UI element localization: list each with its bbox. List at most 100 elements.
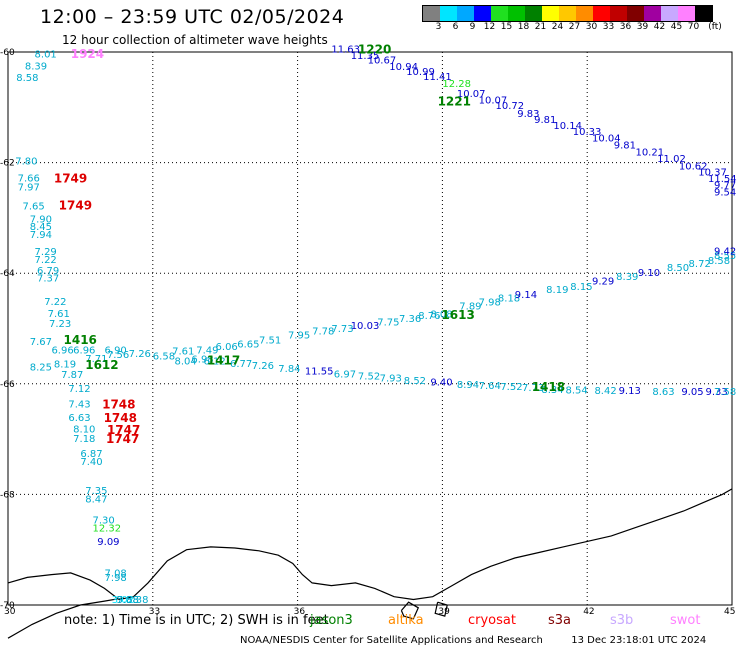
lon-tick-label: 45 [724,607,735,617]
wave-height-value: 7.35 [85,486,107,497]
wave-height-value: 10.72 [495,101,524,112]
lat-tick-label: -68 [0,490,15,500]
wave-height-value: 7.67 [30,337,52,348]
wave-height-value: 7.80 [15,156,37,167]
wave-height-value: 8.58 [16,73,38,84]
colorbar-tick-label: 9 [469,22,476,32]
wave-height-value: 9.54 [714,187,736,198]
wave-height-value: 10.21 [635,148,664,159]
wave-height-value: 7.52 [358,372,380,383]
wave-height-value: 7.75 [377,317,399,328]
colorbar-tick-label: 70 [687,22,700,32]
colorbar-tick-label: 27 [568,22,581,32]
colorbar-tick-label: 3 [435,22,442,32]
wave-height-value: 10.07 [479,96,508,107]
wave-height-value: 7.61 [48,309,70,320]
pass-time-label: 1747 [106,432,139,446]
wave-height-value: 11.63 [331,45,360,56]
wave-height-value: 9.42 [714,247,736,258]
colorbar-cell [457,6,474,21]
colorbar-cell [440,6,457,21]
wave-height-value: 9.14 [515,290,537,301]
wave-height-value: 6.06 [216,342,238,353]
footer-credit-text: NOAA/NESDIS Center for Satellite Applica… [240,635,543,646]
wave-height-value: 7.37 [37,274,59,285]
colorbar-tick-label: 12 [483,22,496,32]
wave-height-value: 7.40 [80,457,102,468]
wave-height-value: 8.58 [708,256,730,267]
pass-time-label: 1613 [441,308,474,322]
wave-height-value: 6.96 [73,346,95,357]
wave-height-value: 7.36 [399,314,421,325]
wave-height-value: 7.49 [196,346,218,357]
wave-height-value: 7.52 [500,382,522,393]
wave-height-value: 7.08 [105,568,127,579]
wave-height-value: 7.26 [129,349,151,360]
wave-height-value: 9.05 [681,387,703,398]
wave-height-value: 7.23 [49,319,71,330]
wave-height-value: 8.25 [30,363,52,374]
colorbar-tick-label: 36 [619,22,632,32]
pass-time-label: 1924 [71,47,104,61]
wave-height-value: 3.02 [112,595,134,606]
wave-height-value: 8.54 [565,385,587,396]
lat-tick-label: -62 [0,159,15,169]
pass-time-label: 1747 [107,423,140,437]
wave-height-value: 8.76 [418,311,440,322]
pass-time-label: 1416 [64,333,97,347]
wave-height-value: 8.42 [594,386,616,397]
pass-time-label: 1749 [59,199,92,213]
colorbar-cell [644,6,661,21]
pass-time-label: 1221 [438,95,471,109]
wave-height-value: 5.88 [117,595,139,606]
wave-height-value: 7.61 [172,347,194,358]
wave-height-value: 10.03 [351,321,380,332]
wave-height-value: 8.47 [85,494,107,505]
wave-height-value: 7.18 [73,434,95,445]
wave-height-value: 8.94 [457,380,479,391]
coastline [7,488,733,601]
wave-height-value: 9.81 [614,140,636,151]
wave-height-value: 12.32 [92,524,121,535]
wave-height-value: 6.97 [334,369,356,380]
wave-height-value: 8.18 [498,294,520,305]
wave-height-value: 7.66 [18,174,40,185]
colorbar-tick-label: 6 [452,22,459,32]
wave-height-value: 7.98 [479,297,501,308]
colorbar-cell [474,6,491,21]
wave-height-value: 9.10 [638,268,660,279]
wave-height-value: 7.58 [714,387,736,398]
wave-height-value: 8.04 [175,357,197,368]
lon-tick-label: 33 [149,607,160,617]
wave-height-value: 7.78 [312,327,334,338]
wave-height-value: 7.87 [61,370,83,381]
colorbar-cell [542,6,559,21]
wave-height-value: 9.83 [517,109,539,120]
wave-height-value: 7.71 [85,354,107,365]
wave-height-value: 8.52 [404,376,426,387]
colorbar-cell [627,6,644,21]
wave-height-value: 7.22 [35,255,57,266]
colorbar-cell [661,6,678,21]
wave-height-value: 7.93 [380,374,402,385]
wave-height-value: 8.15 [570,282,592,293]
satellite-legend-item: altika [388,613,424,628]
wave-height-value: 7.88 [117,595,139,606]
wave-height-value: 7.98 [105,573,127,584]
colorbar-cell [525,6,542,21]
wave-height-value: 7.29 [35,247,57,258]
wave-height-value: 5.38 [126,595,148,606]
wave-height-value: 9.09 [97,537,119,548]
wave-height-value: 8.08 [430,310,452,321]
wave-height-value: 7.73 [522,383,544,394]
colorbar-cell [423,6,440,21]
lat-tick-label: -60 [0,48,15,58]
wave-height-value: 11.35 [351,51,380,62]
wave-height-value: 8.34 [541,385,563,396]
pass-time-label: 1748 [104,411,137,425]
colorbar-cell [576,6,593,21]
wave-height-value: 6.90 [105,346,127,357]
wave-height-value: 9.40 [430,378,452,389]
wave-height-value: 7.64 [479,381,501,392]
wave-height-value: 11.55 [305,367,334,378]
